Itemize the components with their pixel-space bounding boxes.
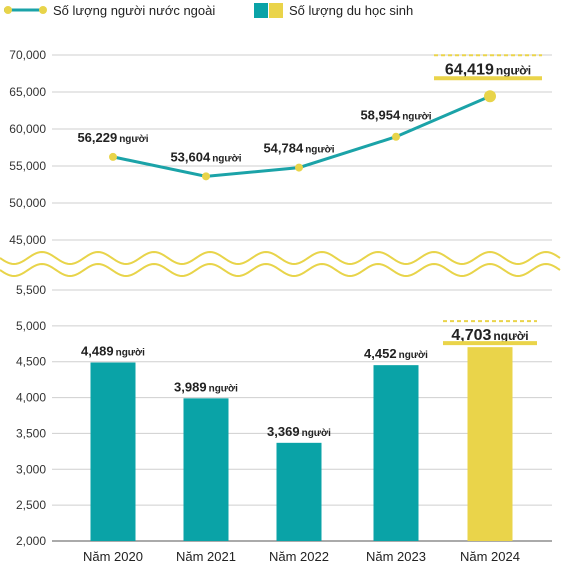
line-value-label: 56,229 người bbox=[77, 130, 148, 145]
bar-labels: 4,489 người 3,989 người 3,369 người 4,452 người… bbox=[81, 320, 537, 439]
line-labels: 56,229 người 53,604 người 54,784 người 58,954 n… bbox=[77, 54, 542, 164]
bar bbox=[276, 442, 322, 541]
bar-value-label: 3,369 người bbox=[267, 424, 331, 439]
y-tick-top: 70,000 bbox=[9, 48, 46, 62]
legend-line-marker-right bbox=[39, 6, 47, 14]
x-axis-label: Năm 2021 bbox=[176, 549, 236, 564]
x-axis-label: Năm 2023 bbox=[366, 549, 426, 564]
x-axis-label: Năm 2024 bbox=[460, 549, 520, 564]
y-tick-bottom: 2,500 bbox=[16, 498, 46, 512]
legend-line-marker-left bbox=[4, 6, 12, 14]
y-tick-bottom: 3,000 bbox=[16, 462, 46, 476]
bar-value-label: 4,452 người bbox=[364, 346, 428, 361]
x-axis-label: Năm 2022 bbox=[269, 549, 329, 564]
line-point bbox=[109, 152, 117, 161]
legend-line-label: Số lượng người nước ngoài bbox=[53, 3, 215, 18]
bar bbox=[183, 398, 229, 541]
grid-top bbox=[52, 54, 552, 241]
bar-value-label: 4,703 người bbox=[451, 327, 528, 344]
legend-bar-label: Số lượng du học sinh bbox=[289, 3, 413, 18]
y-tick-bottom: 2,000 bbox=[16, 534, 46, 548]
x-axis-labels: Năm 2020 Năm 2021 Năm 2022 Năm 2023 Năm 2024 bbox=[83, 549, 520, 564]
y-tick-top: 60,000 bbox=[9, 122, 46, 136]
bar bbox=[373, 365, 419, 541]
y-tick-top: 50,000 bbox=[9, 196, 46, 210]
y-tick-bottom: 5,000 bbox=[16, 319, 46, 333]
y-tick-bottom: 4,500 bbox=[16, 355, 46, 369]
line-point bbox=[295, 163, 303, 172]
line-value-label: 54,784 người bbox=[263, 141, 334, 156]
line-point bbox=[392, 132, 400, 141]
y-tick-bottom: 4,000 bbox=[16, 391, 46, 405]
y-ticks-top: 45,000 50,000 55,000 60,000 65,000 70,000 bbox=[9, 48, 46, 247]
bars bbox=[90, 347, 513, 541]
line-point bbox=[202, 172, 210, 181]
line-value-label: 58,954 người bbox=[360, 108, 431, 123]
line-point bbox=[484, 90, 496, 103]
legend-bar-swatch-teal bbox=[254, 3, 268, 18]
bar-value-label: 3,989 người bbox=[174, 379, 238, 394]
axis-break-wave-lower bbox=[0, 262, 561, 278]
y-tick-top: 45,000 bbox=[9, 233, 46, 247]
y-tick-bottom: 3,500 bbox=[16, 426, 46, 440]
line-series bbox=[109, 90, 496, 181]
legend: Số lượng người nước ngoài Số lượng du họ… bbox=[4, 3, 413, 18]
line-value-label: 64,419 người bbox=[445, 61, 531, 78]
y-tick-top: 65,000 bbox=[9, 85, 46, 99]
legend-bar-swatch-yellow bbox=[269, 3, 283, 18]
y-tick-top: 55,000 bbox=[9, 159, 46, 173]
bar bbox=[467, 347, 513, 541]
y-ticks-bottom: 2,000 2,500 3,000 3,500 4,000 4,500 5,000 5,500 bbox=[16, 283, 46, 548]
axis-break bbox=[0, 250, 561, 278]
y-tick-bottom: 5,500 bbox=[16, 283, 46, 297]
line-value-label: 53,604 người bbox=[170, 149, 241, 164]
axis-break-wave-upper bbox=[0, 250, 561, 266]
bar bbox=[90, 362, 136, 541]
x-axis-label: Năm 2020 bbox=[83, 549, 143, 564]
bar-value-label: 4,489 người bbox=[81, 344, 145, 359]
